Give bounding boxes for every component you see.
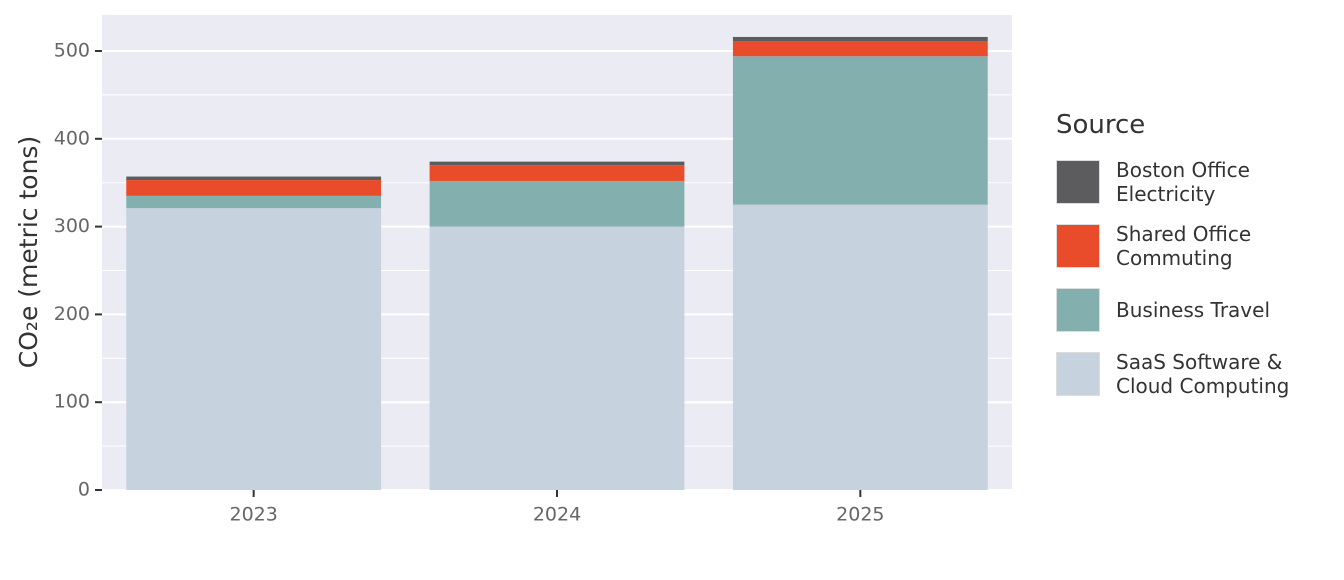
bar-segment xyxy=(732,41,988,57)
bar-segment xyxy=(429,165,685,181)
bar-segment xyxy=(126,180,382,196)
x-tick-label: 2024 xyxy=(533,504,581,526)
legend-items: Boston Office Electricity Shared Office C… xyxy=(1056,150,1316,406)
y-tick-label: 500 xyxy=(54,39,90,61)
x-tick-label: 2025 xyxy=(836,504,884,526)
legend-label: Shared Office Commuting xyxy=(1116,222,1252,270)
x-tick-label: 2023 xyxy=(229,504,277,526)
bar-segment xyxy=(429,226,685,491)
legend-label: Business Travel xyxy=(1116,298,1271,322)
legend-key xyxy=(1056,224,1100,268)
legend: Source Boston Office Electricity Shared O… xyxy=(1056,110,1316,406)
legend-key xyxy=(1056,288,1100,332)
bar-segment xyxy=(732,36,988,42)
y-tick-label: 0 xyxy=(78,479,90,501)
legend-key xyxy=(1056,160,1100,204)
y-tick-label: 300 xyxy=(54,215,90,237)
y-tick-label: 400 xyxy=(54,127,90,149)
bar-segment xyxy=(732,56,988,205)
legend-item: Boston Office Electricity xyxy=(1056,150,1316,214)
y-tick-label: 200 xyxy=(54,303,90,325)
bar-segment xyxy=(429,180,685,227)
legend-label: Boston Office Electricity xyxy=(1116,158,1250,206)
legend-key xyxy=(1056,352,1100,396)
bar-segment xyxy=(429,161,685,166)
legend-item: Business Travel xyxy=(1056,278,1316,342)
legend-item: Shared Office Commuting xyxy=(1056,214,1316,278)
bar-segment xyxy=(126,208,382,490)
legend-item: SaaS Software & Cloud Computing xyxy=(1056,342,1316,406)
legend-label: SaaS Software & Cloud Computing xyxy=(1116,350,1290,398)
bar-segment xyxy=(126,195,382,209)
legend-title: Source xyxy=(1056,110,1146,140)
y-tick-label: 100 xyxy=(54,391,90,413)
bar-segment xyxy=(126,176,382,181)
bar-segment xyxy=(732,204,988,490)
y-axis-title: CO₂e (metric tons) xyxy=(14,136,43,368)
